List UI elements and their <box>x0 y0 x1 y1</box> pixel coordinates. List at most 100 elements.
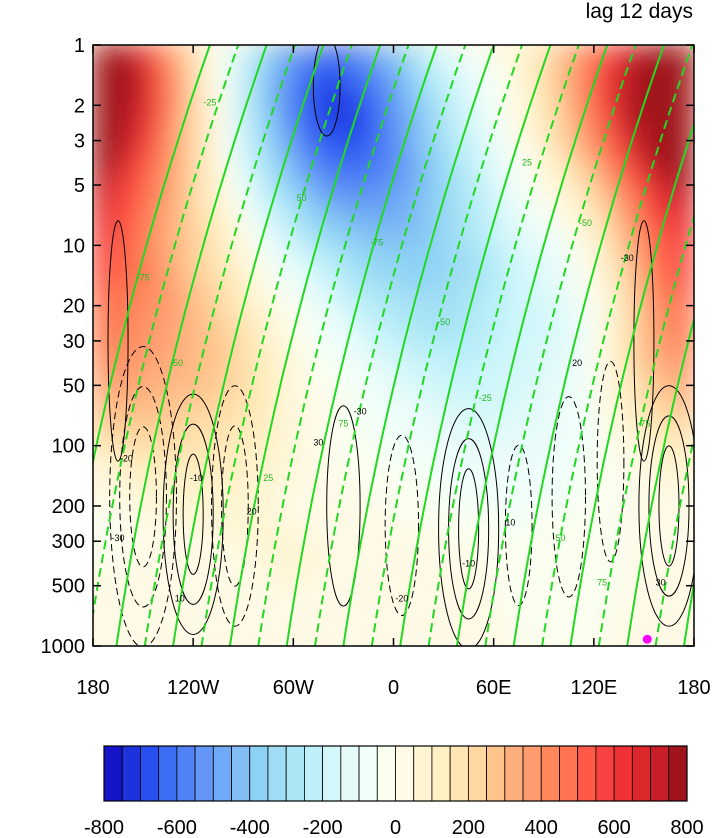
shading-cell <box>509 104 529 127</box>
shading-cell <box>242 444 261 467</box>
shading-cell <box>175 184 195 207</box>
shading-cell <box>659 444 679 467</box>
shading-cell <box>392 284 412 307</box>
shading-cell <box>142 104 161 127</box>
green-contour-label: 75 <box>338 418 348 428</box>
shading-cell <box>175 484 195 507</box>
shading-cell <box>559 504 579 527</box>
shading-cell <box>158 64 178 87</box>
shading-cell <box>442 124 462 147</box>
shading-cell <box>309 304 328 327</box>
shading-cell <box>158 564 178 587</box>
colorbar-swatch <box>395 745 415 802</box>
shading-cell <box>659 484 679 507</box>
black-contour-line <box>109 346 177 646</box>
x-axis: 180 120W 60W 0 60E 120E 180 <box>76 45 711 699</box>
shading-cell <box>626 244 645 267</box>
shading-cell <box>292 184 312 207</box>
green-contour-line <box>172 45 325 646</box>
shading-cell <box>342 284 362 307</box>
shading-cell <box>442 324 462 347</box>
shading-cell <box>392 45 412 67</box>
shading-cell <box>576 284 595 307</box>
shading-cell <box>559 104 579 127</box>
green-contour-label: -50 <box>579 218 592 228</box>
shading-cell <box>325 624 345 646</box>
shading-cell <box>592 404 612 427</box>
shading-cell <box>492 344 512 367</box>
shading-cell <box>526 464 545 487</box>
black-contour-label: -10 <box>462 558 475 568</box>
colorbar-swatch <box>249 745 269 802</box>
shading-cell <box>242 484 261 507</box>
shading-cell <box>242 304 261 327</box>
green-contour-label: -25 <box>479 393 492 403</box>
shading-cell <box>175 604 195 627</box>
shading-cell <box>108 164 128 187</box>
shading-cell <box>442 84 462 107</box>
shading-cell <box>576 45 595 67</box>
shading-cell <box>592 264 612 287</box>
shading-cell <box>242 324 261 347</box>
shading-cell <box>576 124 595 147</box>
shading-cell <box>175 204 195 227</box>
colorbar-tick-label: 800 <box>670 817 703 838</box>
shading-cell <box>409 344 428 367</box>
shading-cell <box>359 544 378 567</box>
shading-cell <box>475 304 495 327</box>
shading-cell <box>576 584 595 607</box>
shading-cell <box>592 104 612 127</box>
shading-cell <box>526 524 545 547</box>
shading-cell <box>475 284 495 307</box>
shading-cell <box>676 64 694 87</box>
shading-cell <box>425 84 445 107</box>
black-contour-label: 10 <box>175 594 185 604</box>
green-contour-line <box>200 45 353 646</box>
shading-cell <box>342 204 362 227</box>
shading-cell <box>292 45 312 67</box>
shading-cell <box>442 224 462 247</box>
shading-cell <box>325 484 345 507</box>
shading-cell <box>542 584 562 607</box>
shading-cell <box>425 184 445 207</box>
shading-cell <box>93 564 111 587</box>
shading-cell <box>142 504 161 527</box>
colorbar-swatch <box>650 745 670 802</box>
shading-cell <box>576 244 595 267</box>
shading-cell <box>258 504 278 527</box>
shading-cell <box>292 604 312 627</box>
shading-cell <box>93 624 111 646</box>
shading-cell <box>442 104 462 127</box>
shading-cell <box>359 124 378 147</box>
shading-cell <box>409 384 428 407</box>
shading-cell <box>225 504 245 527</box>
shading-cell <box>158 264 178 287</box>
colorbar-swatch <box>231 745 251 802</box>
shading-cell <box>642 564 662 587</box>
shading-cell <box>592 604 612 627</box>
shading-cell <box>475 184 495 207</box>
y-tick-label: 1 <box>74 35 85 57</box>
shading-cell <box>592 224 612 247</box>
shading-cell <box>108 84 128 107</box>
shading-cell <box>93 284 111 307</box>
shading-cell <box>526 184 545 207</box>
shading-cell <box>175 104 195 127</box>
shading-cell <box>275 264 295 287</box>
shading-cell <box>642 104 662 127</box>
shading-cell <box>208 544 228 567</box>
shading-cell <box>192 544 211 567</box>
shading-cell <box>208 244 228 267</box>
shading-cell <box>175 624 195 646</box>
colorbar-tick-label: -200 <box>303 817 343 838</box>
shading-cell <box>208 444 228 467</box>
shading-cell <box>592 244 612 267</box>
shading-cell <box>609 344 629 367</box>
shading-cell <box>342 124 362 147</box>
shading-cell <box>626 364 645 387</box>
shading-cell <box>542 464 562 487</box>
shading-cell <box>208 45 228 67</box>
shading-cell <box>559 624 579 646</box>
shading-cell <box>609 444 629 467</box>
